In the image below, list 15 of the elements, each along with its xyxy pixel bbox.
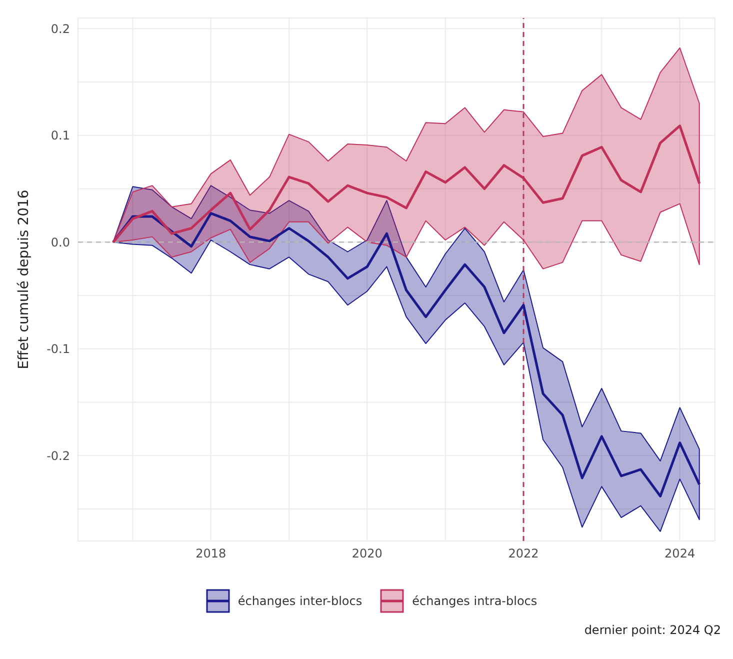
y-axis-title: Effet cumulé depuis 2016 (16, 190, 32, 370)
x-tick-label: 2022 (508, 546, 539, 561)
y-tick-label: -0.1 (46, 342, 70, 356)
y-tick-label: 0.0 (50, 235, 70, 250)
x-tick-label: 2020 (352, 546, 382, 561)
legend-label: échanges inter-blocs (238, 594, 362, 608)
y-tick-label: 0.1 (50, 128, 70, 143)
line-series (112, 212, 701, 498)
y-tick-label: 0.2 (50, 22, 70, 36)
legend-label: échanges intra-blocs (412, 594, 538, 608)
line-series (112, 124, 701, 244)
y-tick-label: -0.2 (46, 448, 70, 463)
x-tick-label: 2018 (196, 546, 226, 561)
x-tick-label: 2024 (664, 546, 696, 561)
text: dernier point: 2024 Q2 (583, 623, 722, 637)
